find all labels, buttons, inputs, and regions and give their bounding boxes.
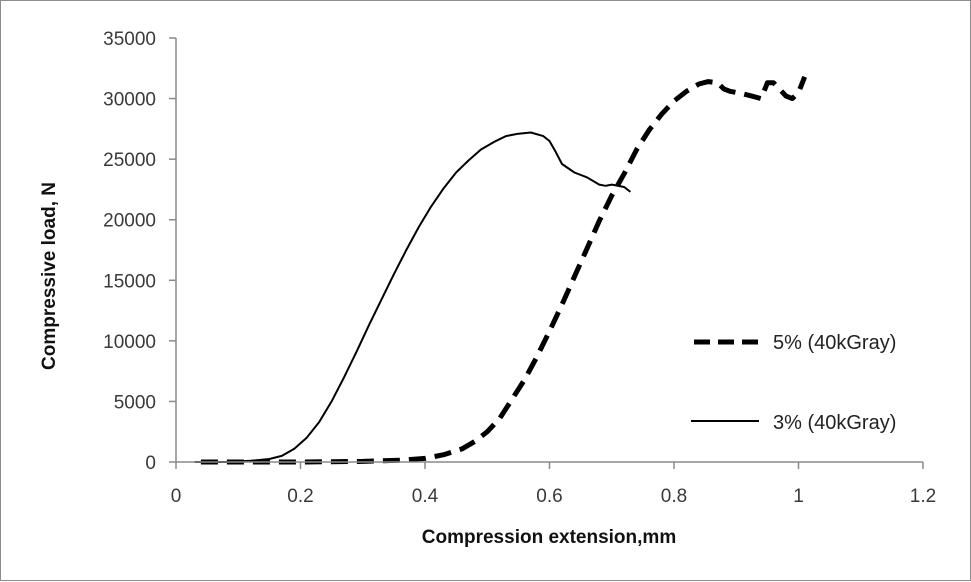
y-tick-label: 0 xyxy=(145,453,156,474)
y-tick-label: 30000 xyxy=(103,90,156,111)
x-tick-label: 0.4 xyxy=(412,486,439,507)
plot-lines xyxy=(194,75,808,465)
x-tick-label: 1 xyxy=(793,486,804,507)
legend: 5% (40kGray) 3% (40kGray) xyxy=(691,332,896,434)
x-tick-label: 1.2 xyxy=(910,486,936,507)
y-tick-label: 5000 xyxy=(114,392,156,413)
series-line-3pct xyxy=(194,131,632,463)
y-tick-label: 25000 xyxy=(103,150,156,171)
y-tick-label: 15000 xyxy=(103,271,156,292)
y-tick-label: 20000 xyxy=(103,211,156,232)
x-tick-label: 0.6 xyxy=(536,486,562,507)
x-tick-label: 0.2 xyxy=(287,486,313,507)
legend-label-3pct: 3% (40kGray) xyxy=(773,412,896,434)
y-axis-title: Compressive load, N xyxy=(39,182,60,370)
series-line-5pct xyxy=(200,75,808,465)
y-tick-label: 35000 xyxy=(103,29,156,50)
axes xyxy=(175,38,923,463)
y-ticks: 0 5000 10000 15000 20000 25000 30000 35000 xyxy=(103,29,176,474)
x-tick-label: 0 xyxy=(171,486,182,507)
x-ticks: 0 0.2 0.4 0.6 0.8 1 1.2 xyxy=(171,462,936,507)
y-tick-label: 10000 xyxy=(103,332,156,353)
legend-label-5pct: 5% (40kGray) xyxy=(773,332,896,354)
x-axis-title: Compression extension,mm xyxy=(422,527,676,548)
x-tick-label: 0.8 xyxy=(661,486,687,507)
